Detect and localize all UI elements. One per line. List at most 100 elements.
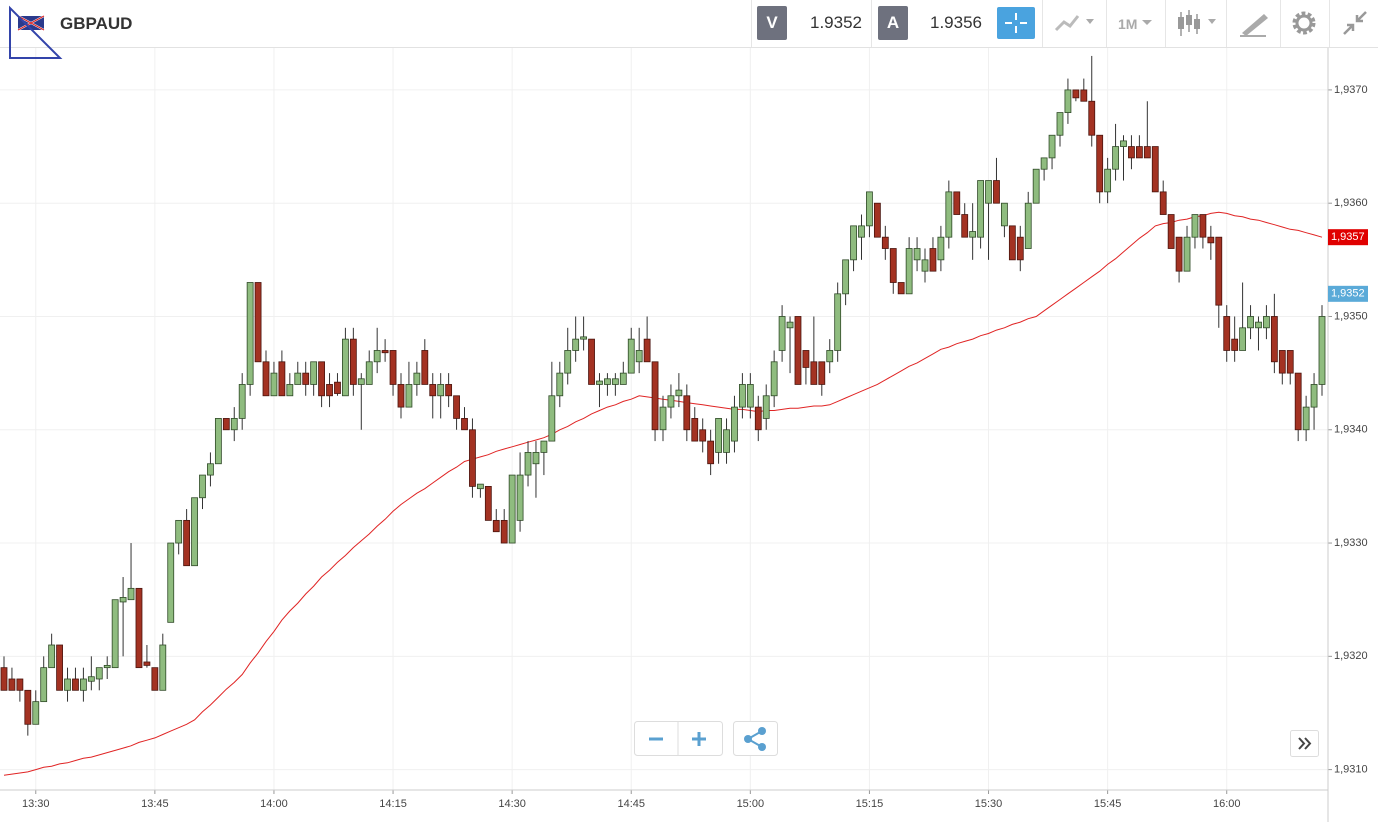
candle-body (707, 440, 715, 465)
candle-body (1183, 236, 1191, 272)
candle-body (1191, 214, 1199, 238)
candle-body (738, 384, 746, 408)
candle-type-button[interactable] (1174, 0, 1224, 47)
candle-body (103, 664, 111, 669)
bid-tag[interactable]: V (757, 6, 787, 40)
candle-body (556, 372, 564, 397)
candle-body (1247, 316, 1254, 329)
candle-body (191, 497, 198, 567)
candle-body (754, 406, 762, 431)
candle-body (1040, 157, 1048, 170)
candle-body (294, 372, 302, 385)
candle-body (691, 418, 699, 442)
candle-body (48, 644, 56, 669)
candle-body (961, 214, 969, 238)
candle-body (0, 667, 8, 691)
candle-body (1175, 236, 1183, 272)
y-tick-label: 1,9340 (1334, 424, 1368, 436)
candle-body (588, 338, 595, 385)
x-tick-label: 14:45 (617, 798, 645, 810)
candle-body (1143, 146, 1151, 159)
separator (1042, 0, 1043, 47)
y-tick-label: 1,9310 (1334, 764, 1368, 776)
x-tick-label: 15:15 (856, 798, 884, 810)
candle-body (873, 202, 881, 238)
candle-body (977, 180, 984, 238)
candle-body (1048, 134, 1056, 159)
candle-body (1310, 384, 1318, 408)
price-tag-label: 1,9357 (1331, 231, 1365, 243)
candle-body (1215, 236, 1223, 306)
candle-body (881, 236, 889, 249)
candle-body (318, 361, 325, 397)
settings-button[interactable] (1289, 8, 1319, 38)
x-tick-label: 13:45 (141, 798, 169, 810)
candle-body (802, 350, 810, 368)
scroll-end-button[interactable] (1290, 730, 1320, 758)
candle-body (643, 338, 651, 363)
candle-body (484, 486, 492, 521)
candle-body (866, 191, 873, 227)
candle-body (715, 418, 722, 453)
candle-body (222, 418, 230, 431)
x-tick-label: 14:30 (498, 798, 526, 810)
caret (1142, 20, 1152, 25)
candle-body (357, 378, 365, 385)
candle-body (516, 474, 524, 521)
candle-body (1263, 316, 1270, 329)
candle-body (381, 350, 389, 354)
share-button[interactable] (733, 721, 778, 756)
separator (1165, 0, 1166, 47)
candle-body (238, 384, 246, 419)
zoom-controls (634, 721, 778, 756)
candle-body (207, 463, 214, 476)
candle-body (8, 678, 16, 691)
candle-body (1239, 327, 1247, 351)
ask-tag[interactable]: A (878, 6, 908, 40)
x-tick-label: 13:30 (22, 798, 50, 810)
candle-body (1096, 134, 1104, 193)
separator (1329, 0, 1330, 47)
candle-body (183, 519, 191, 567)
candle-body (262, 361, 270, 397)
x-tick-label: 15:00 (737, 798, 765, 810)
candle-body (778, 316, 786, 351)
candle-body (167, 542, 175, 623)
candle-body (580, 336, 588, 340)
y-tick-label: 1,9360 (1334, 197, 1368, 209)
candle-body (1270, 316, 1278, 363)
price-tag (1328, 285, 1368, 302)
candle-body (445, 384, 453, 397)
zoom-in[interactable] (692, 732, 706, 746)
timeframe-button[interactable]: 1M (1118, 16, 1138, 32)
candle-body (310, 361, 318, 385)
candle-body (492, 519, 500, 533)
candle-body (254, 282, 262, 363)
candle-body (786, 321, 794, 329)
candle-body (56, 644, 63, 691)
price-tag (1328, 229, 1368, 246)
candle-body (826, 350, 834, 363)
draw-button[interactable] (1236, 0, 1276, 47)
x-tick-label: 14:00 (260, 798, 288, 810)
candle-body (95, 667, 103, 680)
candle-body (334, 381, 341, 394)
candle-body (810, 361, 818, 385)
candle-body (151, 667, 159, 691)
candle-body (127, 587, 135, 601)
candle-body (286, 384, 294, 397)
candle-body (405, 384, 413, 408)
candle-body (842, 259, 850, 295)
candle-body (794, 316, 802, 385)
chart-type-button[interactable] (1052, 0, 1096, 47)
crosshair-button[interactable] (997, 7, 1035, 39)
candle-body (675, 389, 683, 397)
candle-body (921, 259, 929, 272)
collapse-button[interactable] (1340, 8, 1370, 38)
candle-body (453, 395, 460, 419)
y-tick-label: 1,9370 (1334, 84, 1368, 96)
candle-body (64, 678, 71, 691)
candle-body (175, 519, 183, 544)
